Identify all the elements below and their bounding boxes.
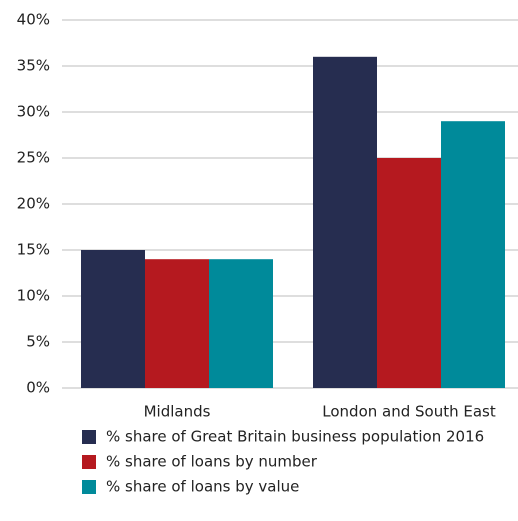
y-tick-label: 5% bbox=[26, 333, 50, 351]
bar bbox=[209, 259, 273, 388]
bar bbox=[313, 56, 377, 389]
y-tick-label: 35% bbox=[17, 57, 50, 75]
bar bbox=[377, 158, 441, 388]
x-tick-label: Midlands bbox=[144, 403, 211, 421]
y-tick-label: 30% bbox=[17, 103, 50, 121]
bar bbox=[441, 121, 505, 388]
bar bbox=[145, 259, 209, 388]
y-tick-label: 15% bbox=[17, 241, 50, 259]
x-tick-label: London and South East bbox=[322, 403, 496, 421]
legend-swatch bbox=[82, 480, 96, 494]
bar bbox=[81, 250, 145, 388]
legend-label: % share of loans by number bbox=[106, 453, 318, 471]
y-tick-label: 10% bbox=[17, 287, 50, 305]
y-tick-label: 20% bbox=[17, 195, 50, 213]
y-tick-label: 40% bbox=[17, 11, 50, 29]
legend-label: % share of loans by value bbox=[106, 478, 299, 496]
legend-swatch bbox=[82, 430, 96, 444]
y-tick-label: 0% bbox=[26, 379, 50, 397]
legend-label: % share of Great Britain business popula… bbox=[106, 428, 484, 446]
legend-swatch bbox=[82, 455, 96, 469]
y-tick-label: 25% bbox=[17, 149, 50, 167]
